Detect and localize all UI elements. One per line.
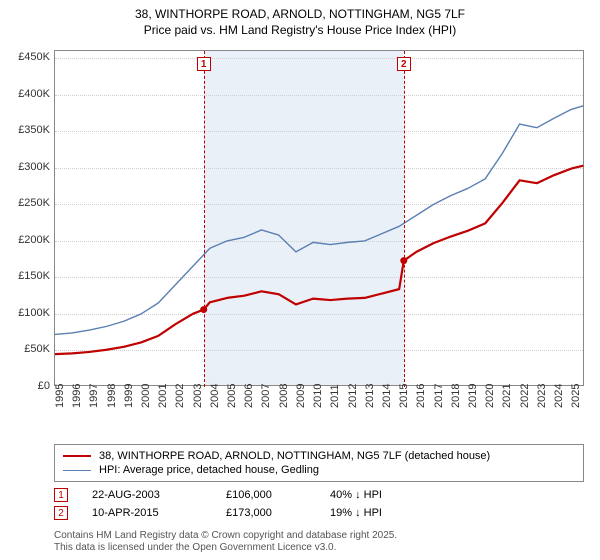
chart: 12 £0£50K£100K£150K£200K£250K£300K£350K£… [54,50,584,386]
x-axis-label: 2021 [501,384,513,408]
x-axis-label: 2005 [226,384,238,408]
chart-lines [55,51,585,387]
x-axis-label: 2006 [243,384,255,408]
y-axis-label: £300K [2,161,50,173]
event-number: 2 [54,506,68,520]
event-row: 2 10-APR-2015 £173,000 19% ↓ HPI [54,504,430,522]
y-axis-label: £400K [2,88,50,100]
legend-swatch [63,470,91,471]
title-line-1: 38, WINTHORPE ROAD, ARNOLD, NOTTINGHAM, … [135,7,465,21]
y-axis-label: £150K [2,270,50,282]
y-axis-label: £250K [2,197,50,209]
x-axis-label: 2000 [140,384,152,408]
event-date: 22-AUG-2003 [92,489,202,501]
footnote-line-1: Contains HM Land Registry data © Crown c… [54,530,397,541]
legend-item: 38, WINTHORPE ROAD, ARNOLD, NOTTINGHAM, … [63,449,575,463]
event-delta: 40% ↓ HPI [330,489,430,501]
legend: 38, WINTHORPE ROAD, ARNOLD, NOTTINGHAM, … [54,444,584,482]
series-property [55,166,583,354]
x-axis-label: 2009 [295,384,307,408]
x-axis-label: 2014 [381,384,393,408]
event-guideline [404,51,405,387]
x-axis-label: 2018 [450,384,462,408]
y-axis-label: £450K [2,51,50,63]
x-axis-label: 1998 [106,384,118,408]
x-axis-label: 2024 [553,384,565,408]
legend-label: 38, WINTHORPE ROAD, ARNOLD, NOTTINGHAM, … [99,450,490,462]
x-axis-label: 2022 [519,384,531,408]
x-axis-label: 2023 [536,384,548,408]
footnote-line-2: This data is licensed under the Open Gov… [54,542,336,553]
events-table: 1 22-AUG-2003 £106,000 40% ↓ HPI 2 10-APR-201… [54,486,430,522]
x-axis-label: 2020 [484,384,496,408]
x-axis-label: 2016 [415,384,427,408]
y-axis-label: £200K [2,234,50,246]
x-axis-label: 2019 [467,384,479,408]
x-axis-label: 2017 [433,384,445,408]
x-axis-label: 2001 [157,384,169,408]
x-axis-label: 1995 [54,384,66,408]
x-axis-label: 2010 [312,384,324,408]
footnote: Contains HM Land Registry data © Crown c… [54,530,397,554]
plot-area: 12 [54,50,584,386]
y-axis-label: £350K [2,124,50,136]
event-price: £173,000 [226,507,306,519]
x-axis-label: 2025 [570,384,582,408]
y-axis-label: £100K [2,307,50,319]
legend-item: HPI: Average price, detached house, Gedl… [63,463,575,477]
x-axis-label: 2011 [329,384,341,408]
x-axis-label: 1999 [123,384,135,408]
event-number: 1 [54,488,68,502]
title-line-2: Price paid vs. HM Land Registry's House … [144,23,456,37]
event-delta: 19% ↓ HPI [330,507,430,519]
event-date: 10-APR-2015 [92,507,202,519]
x-axis-label: 2002 [174,384,186,408]
x-axis-label: 1997 [88,384,100,408]
y-axis-label: £0 [2,380,50,392]
legend-label: HPI: Average price, detached house, Gedl… [99,464,319,476]
x-axis-label: 2004 [209,384,221,408]
legend-swatch [63,455,91,457]
event-price: £106,000 [226,489,306,501]
x-axis-label: 2003 [192,384,204,408]
event-guideline [204,51,205,387]
chart-title: 38, WINTHORPE ROAD, ARNOLD, NOTTINGHAM, … [0,0,600,38]
x-axis-label: 2013 [364,384,376,408]
x-axis-label: 2007 [260,384,272,408]
y-axis-label: £50K [2,343,50,355]
event-row: 1 22-AUG-2003 £106,000 40% ↓ HPI [54,486,430,504]
x-axis-label: 2015 [398,384,410,408]
event-marker: 2 [397,57,411,71]
x-axis-label: 2012 [347,384,359,408]
x-axis-label: 2008 [278,384,290,408]
x-axis-label: 1996 [71,384,83,408]
event-marker: 1 [197,57,211,71]
